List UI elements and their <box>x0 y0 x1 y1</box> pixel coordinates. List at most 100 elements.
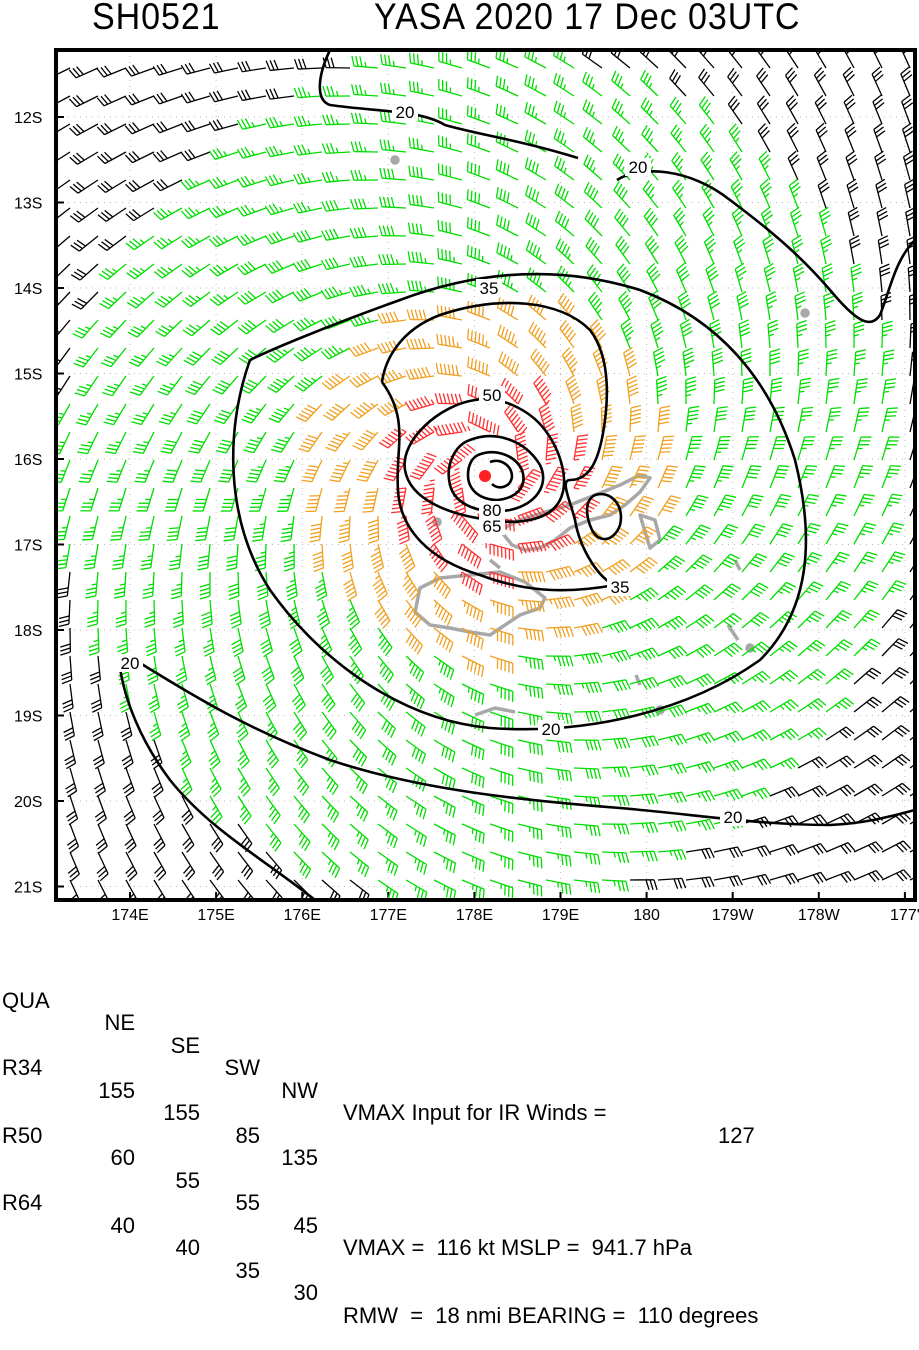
wind-barb <box>742 437 759 460</box>
barb-half-feather <box>182 751 186 754</box>
barb-feather <box>749 469 759 470</box>
barb-half-feather <box>171 413 176 414</box>
barb-feather <box>741 353 751 356</box>
barb-feather <box>781 588 790 593</box>
wind-barb <box>238 61 266 72</box>
barb-feather <box>363 507 373 508</box>
barb-feather <box>417 466 427 470</box>
barb-feather <box>586 740 589 750</box>
barb-feather <box>331 476 341 478</box>
barb-feather <box>642 738 647 747</box>
barb-feather <box>456 365 458 375</box>
barb-feather <box>138 539 148 540</box>
barb-half-feather <box>863 648 868 650</box>
wind-barb <box>826 698 854 712</box>
barb-half-feather <box>252 151 255 155</box>
barb-feather <box>490 422 492 432</box>
barb-half-feather <box>650 111 653 116</box>
barb-half-feather <box>327 749 330 753</box>
barb-feather <box>743 390 753 392</box>
barb-feather <box>421 196 422 206</box>
barb-half-feather <box>632 484 637 485</box>
barb-feather <box>232 644 241 649</box>
barb-feather <box>380 168 382 178</box>
barb-feather <box>159 421 169 424</box>
barb-feather <box>357 286 362 295</box>
barb-feather <box>471 219 472 229</box>
barb-feather <box>421 168 422 178</box>
barb-feather <box>294 88 298 98</box>
wind-barb <box>410 81 434 96</box>
barb-half-feather <box>210 723 214 726</box>
wind-barb <box>334 488 350 512</box>
wind-barb <box>209 177 238 188</box>
wind-barb <box>854 494 875 516</box>
barb-feather <box>161 451 171 453</box>
barb-feather <box>298 88 302 98</box>
barb-feather <box>412 719 416 729</box>
barb-feather <box>438 220 439 230</box>
barb-feather <box>797 329 807 333</box>
wind-barb <box>798 349 809 376</box>
wind-barb <box>381 83 406 96</box>
barb-feather <box>339 540 349 543</box>
barb-feather <box>713 356 723 360</box>
barb-feather <box>145 620 155 623</box>
wind-barb <box>138 516 154 540</box>
barb-feather <box>518 452 528 456</box>
wind-barb <box>63 684 74 712</box>
barb-feather <box>329 480 339 482</box>
barb-feather <box>106 357 116 361</box>
barb-feather <box>170 560 180 562</box>
barb-feather <box>534 743 535 753</box>
wind-barb <box>322 229 350 240</box>
barb-feather <box>75 393 85 396</box>
barb-feather <box>565 247 569 256</box>
barb-feather <box>455 504 464 508</box>
barb-feather <box>310 532 320 534</box>
barb-feather <box>534 658 535 668</box>
barb-half-feather <box>224 209 227 213</box>
wind-barb <box>742 378 754 404</box>
barb-feather <box>771 390 781 392</box>
wind-barb <box>49 432 70 454</box>
barb-feather <box>392 756 396 765</box>
barb-feather <box>671 496 681 499</box>
wind-barb <box>546 597 574 608</box>
barb-half-feather <box>621 111 623 116</box>
barb-half-feather <box>143 413 148 414</box>
wind-barb <box>505 404 527 435</box>
barb-feather <box>879 215 888 220</box>
barb-feather <box>176 652 186 656</box>
barb-feather <box>194 440 204 442</box>
barb-feather <box>168 532 178 533</box>
barb-feather <box>86 588 96 590</box>
barb-feather <box>145 624 155 627</box>
barb-feather <box>586 712 589 722</box>
barb-feather <box>884 354 894 356</box>
wind-barb <box>153 64 182 75</box>
wind-barb <box>728 68 742 96</box>
barb-feather <box>750 502 760 504</box>
wind-barb <box>582 44 602 68</box>
barb-feather <box>107 386 117 389</box>
barb-feather <box>270 384 279 389</box>
barb-feather <box>618 104 622 113</box>
barb-feather <box>839 585 849 589</box>
barb-feather <box>692 473 702 474</box>
wind-barb <box>201 600 212 628</box>
barb-feather <box>739 324 749 328</box>
barb-half-feather <box>515 341 517 346</box>
barb-feather <box>530 658 531 668</box>
barb-feather <box>355 199 358 209</box>
barb-feather <box>507 164 509 174</box>
barb-feather <box>565 567 570 576</box>
barb-feather <box>423 492 433 494</box>
barb-feather <box>555 184 559 194</box>
barb-half-feather <box>835 676 839 679</box>
barb-feather <box>883 321 893 324</box>
barb-feather <box>253 536 263 537</box>
barb-feather <box>354 228 358 238</box>
wind-barb <box>93 740 104 769</box>
barb-feather <box>718 407 728 409</box>
